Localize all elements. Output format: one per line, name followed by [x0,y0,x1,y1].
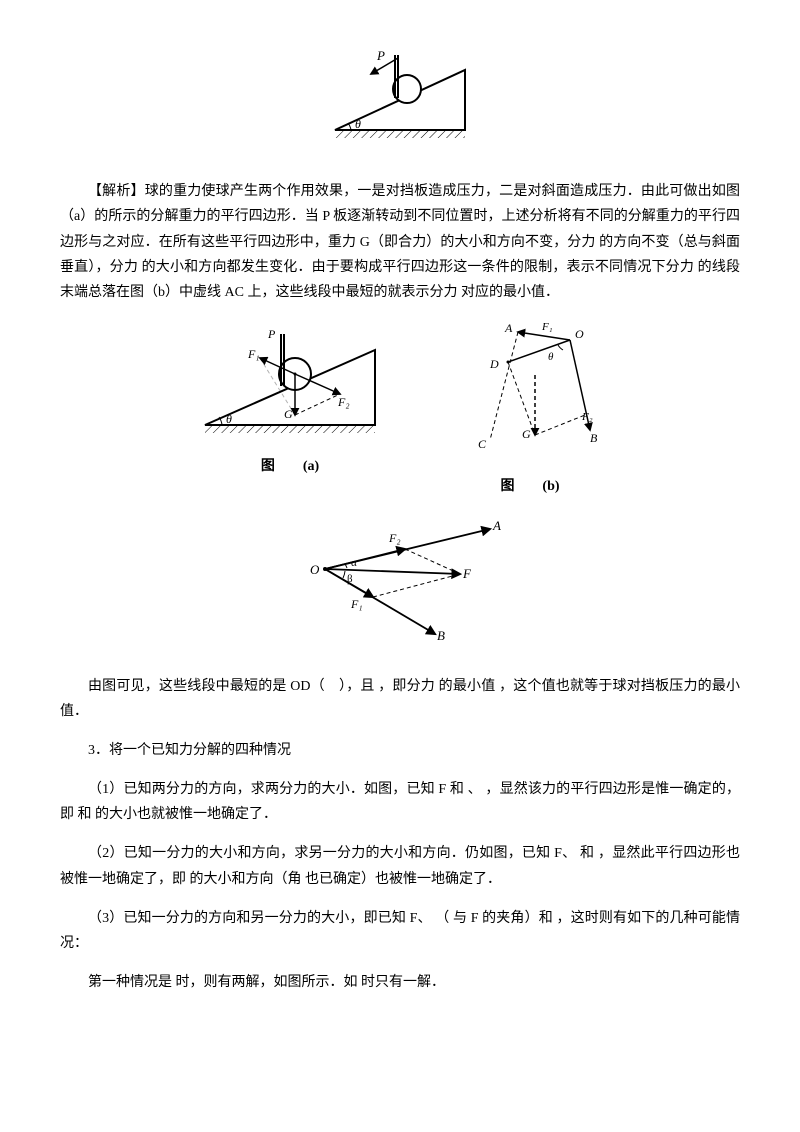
svg-text:θ: θ [226,412,232,426]
paragraph-od: 由图可见，这些线段中最短的是 OD（ ），且 ，即分力 的最小值 ，这个值也就等… [60,674,740,724]
caption-b: 图 (b) [500,474,559,499]
svg-text:A: A [504,321,513,335]
svg-text:β: β [347,573,353,585]
paragraph-case-2: （2）已知一分力的大小和方向，求另一分力的大小和方向．仍如图，已知 F、 和 ，… [60,841,740,891]
svg-text:θ: θ [548,351,554,363]
svg-text:B: B [437,628,445,643]
paragraph-case-3: （3）已知一分力的方向和另一分力的大小，即已知 F、 （ 与 F 的夹角）和 ，… [60,906,740,956]
svg-text:F₁: F₁ [350,597,363,611]
svg-text:G: G [522,427,531,441]
svg-text:B: B [590,431,598,445]
svg-text:O: O [310,562,320,577]
label-p-top: P [376,48,385,63]
svg-text:F₁: F₁ [247,347,260,361]
svg-text:O: O [575,327,584,341]
figure-b: O A F₁ C D B F₂ G θ [450,320,610,499]
figure-top-svg: θ P [315,40,485,150]
figure-row-ab: θ P F₁ G F₂ 图 (a) [60,320,740,499]
label-theta-top: θ [355,117,361,131]
paragraph-section-3: 3．将一个已知力分解的四种情况 [60,738,740,763]
svg-text:F₂: F₂ [337,395,350,409]
figure-bottom: O A B F F₂ F₁ α β [60,514,740,653]
paragraph-analysis: 【解析】球的重力使球产生两个作用效果，一是对挡板造成压力，二是对斜面造成压力．由… [60,179,740,305]
svg-text:F₂: F₂ [581,411,593,423]
paragraph-first-situation: 第一种情况是 时，则有两解，如图所示．如 时只有一解． [60,970,740,995]
svg-text:P: P [267,327,276,341]
svg-text:A: A [492,518,501,533]
svg-text:F₂: F₂ [388,531,401,545]
svg-text:α: α [351,557,357,569]
svg-text:F: F [462,566,472,581]
svg-text:C: C [478,437,487,451]
svg-text:F₁: F₁ [541,321,553,333]
svg-text:G: G [284,407,293,421]
svg-text:D: D [489,357,499,371]
caption-a: 图 (a) [261,454,319,479]
figure-a: θ P F₁ G F₂ 图 (a) [190,320,390,479]
paragraph-case-1: （1）已知两分力的方向，求两分力的大小．如图，已知 F 和 、 ，显然该力的平行… [60,777,740,827]
figure-top: θ P [60,40,740,159]
